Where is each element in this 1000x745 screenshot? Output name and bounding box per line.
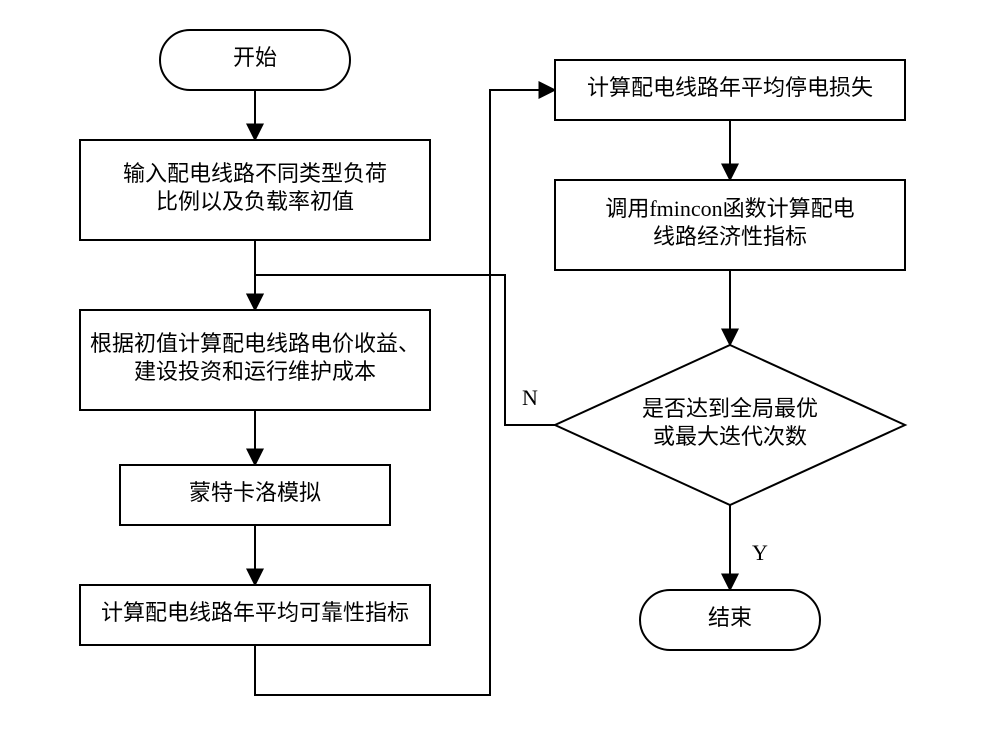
node-calc1-text-0: 根据初值计算配电线路电价收益、 <box>90 331 420 356</box>
node-calc2-text-0: 计算配电线路年平均可靠性指标 <box>101 600 409 625</box>
node-mc-text-0: 蒙特卡洛模拟 <box>189 480 321 505</box>
node-end-text-0: 结束 <box>708 605 752 630</box>
node-input-text-1: 比例以及负载率初值 <box>156 189 354 214</box>
node-fmincon-text-1: 线路经济性指标 <box>653 224 807 249</box>
node-start-text-0: 开始 <box>233 45 277 70</box>
node-calc3-text-0: 计算配电线路年平均停电损失 <box>587 75 873 100</box>
node-fmincon-text-0: 调用fmincon函数计算配电 <box>605 196 854 221</box>
edge-label-decision-calc1: N <box>522 385 538 410</box>
node-input-text-0: 输入配电线路不同类型负荷 <box>123 161 387 186</box>
node-decision-text-1: 或最大迭代次数 <box>653 424 807 449</box>
node-decision-text-0: 是否达到全局最优 <box>642 396 818 421</box>
node-calc1-text-1: 建设投资和运行维护成本 <box>134 359 376 384</box>
edge-label-decision-end: Y <box>752 540 768 565</box>
